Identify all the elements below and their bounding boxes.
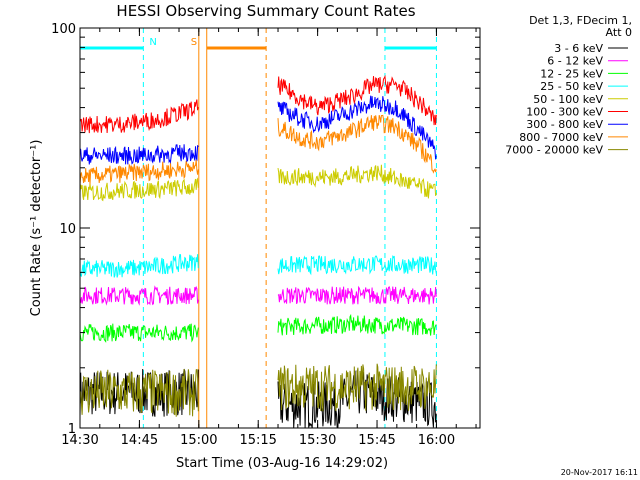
y-tick-label: 1 xyxy=(68,422,76,437)
y-axis-label: Count Rate (s⁻¹ detector⁻¹) xyxy=(29,140,44,317)
legend-label: 800 - 7000 keV xyxy=(519,131,603,144)
series-line xyxy=(79,144,199,165)
x-axis-label: Start Time (03-Aug-16 14:29:02) xyxy=(176,456,388,471)
series-line xyxy=(79,254,199,278)
chart-title: HESSI Observing Summary Count Rates xyxy=(116,2,415,20)
legend-label: 3 - 6 keV xyxy=(554,42,603,55)
x-tick-label: 16:00 xyxy=(418,433,455,448)
footer-timestamp: 20-Nov-2017 16:11 xyxy=(561,468,638,477)
x-tick-label: 15:00 xyxy=(180,433,217,448)
legend-label: 25 - 50 keV xyxy=(540,80,603,93)
series-line xyxy=(79,323,199,343)
series-line xyxy=(79,368,199,417)
series-line xyxy=(277,114,437,174)
legend-label: 300 - 800 keV xyxy=(526,118,603,131)
x-tick-label: 14:45 xyxy=(121,433,158,448)
series-line xyxy=(79,159,199,186)
series-line xyxy=(79,285,199,306)
legend-header: Att 0 xyxy=(606,26,632,39)
series-line xyxy=(277,255,437,276)
series-line xyxy=(79,177,199,202)
legend-label: 7000 - 20000 keV xyxy=(505,144,603,157)
plot-area: N S 14:30 14:45 15:00 15:15 15:30 15:45 16:00 1 10… xyxy=(51,22,481,448)
annotation-label-s: S xyxy=(191,37,197,48)
y-tick-label: 100 xyxy=(51,22,76,37)
legend-header: Det 1,3, FDecim 1, xyxy=(529,14,632,27)
legend-label: 6 - 12 keV xyxy=(547,55,603,68)
series-line xyxy=(79,99,199,134)
x-tick-label: 15:15 xyxy=(239,433,276,448)
legend-label: 100 - 300 keV xyxy=(526,106,603,119)
series-line xyxy=(277,313,437,336)
series-line xyxy=(277,363,437,412)
y-tick-label: 10 xyxy=(59,222,76,237)
series-line xyxy=(277,164,437,199)
legend-label: 12 - 25 keV xyxy=(540,67,603,80)
x-tick-label: 15:30 xyxy=(299,433,336,448)
series-line xyxy=(277,95,437,160)
plot-frame xyxy=(79,27,481,429)
legend-label: 50 - 100 keV xyxy=(533,93,603,106)
x-tick-label: 15:45 xyxy=(358,433,395,448)
x-tick-label: 14:30 xyxy=(61,433,98,448)
series-line xyxy=(277,285,437,305)
series-line xyxy=(277,74,437,126)
annotation-label-n: N xyxy=(149,37,156,48)
